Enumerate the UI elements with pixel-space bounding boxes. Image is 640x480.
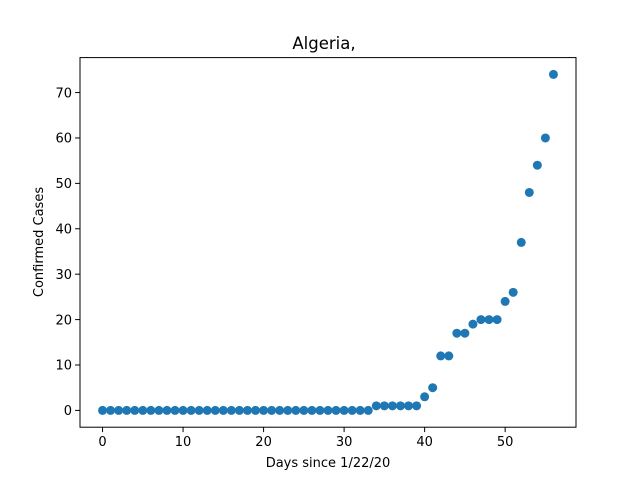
data-point xyxy=(500,296,510,306)
data-point xyxy=(251,405,261,415)
data-point xyxy=(452,328,462,338)
data-point xyxy=(355,405,365,415)
data-point xyxy=(218,405,228,415)
data-point xyxy=(492,315,502,325)
data-points xyxy=(98,69,558,415)
y-tick-label: 30 xyxy=(55,268,72,283)
data-point xyxy=(323,405,333,415)
data-point xyxy=(283,405,293,415)
data-point xyxy=(548,69,558,79)
x-tick-label: 50 xyxy=(497,435,514,450)
x-axis-label: Days since 1/22/20 xyxy=(266,456,391,471)
data-point xyxy=(460,328,470,338)
y-tick-label: 40 xyxy=(55,222,72,237)
data-point xyxy=(291,405,301,415)
data-point xyxy=(420,392,430,402)
data-point xyxy=(299,405,309,415)
data-point xyxy=(339,405,349,415)
data-point xyxy=(267,405,277,415)
data-point xyxy=(532,160,542,170)
data-point xyxy=(516,237,526,247)
data-point xyxy=(436,351,446,361)
y-tick-label: 70 xyxy=(55,86,72,101)
data-point xyxy=(138,405,148,415)
x-tick-label: 30 xyxy=(336,435,353,450)
data-point xyxy=(371,401,381,411)
data-point xyxy=(444,351,454,361)
data-point xyxy=(106,405,116,415)
axis-ticks: 0 10 20 30 40 50 0 10 20 30 40 50 60 70 xyxy=(55,86,513,450)
data-point xyxy=(524,187,534,197)
data-point xyxy=(379,401,389,411)
data-point xyxy=(540,133,550,143)
data-point xyxy=(259,405,269,415)
data-point xyxy=(331,405,341,415)
data-point xyxy=(234,405,244,415)
data-point xyxy=(170,405,180,415)
data-point xyxy=(130,405,140,415)
data-point xyxy=(412,401,422,411)
y-tick-label: 0 xyxy=(64,404,72,419)
data-point xyxy=(242,405,252,415)
plot-frame xyxy=(79,57,577,428)
data-point xyxy=(347,405,357,415)
y-tick-label: 20 xyxy=(55,313,72,328)
chart-title: Algeria, xyxy=(292,34,355,53)
y-tick-label: 50 xyxy=(55,177,72,192)
data-point xyxy=(98,405,108,415)
data-point xyxy=(468,319,478,329)
x-tick-label: 20 xyxy=(255,435,272,450)
y-tick-label: 60 xyxy=(55,132,72,147)
data-point xyxy=(315,405,325,415)
y-axis-label: Confirmed Cases xyxy=(32,187,47,297)
data-point xyxy=(387,401,397,411)
data-point xyxy=(122,405,132,415)
x-tick-label: 0 xyxy=(98,435,106,450)
data-point xyxy=(154,405,164,415)
data-point xyxy=(178,405,188,415)
data-point xyxy=(363,405,373,415)
data-point xyxy=(484,315,494,325)
data-point xyxy=(307,405,317,415)
data-point xyxy=(202,405,212,415)
data-point xyxy=(508,287,518,297)
data-point xyxy=(395,401,405,411)
data-point xyxy=(194,405,204,415)
data-point xyxy=(186,405,196,415)
data-point xyxy=(428,383,438,393)
x-tick-label: 40 xyxy=(416,435,433,450)
data-point xyxy=(476,315,486,325)
data-point xyxy=(275,405,285,415)
data-point xyxy=(114,405,124,415)
data-point xyxy=(146,405,156,415)
data-point xyxy=(210,405,220,415)
x-tick-label: 10 xyxy=(175,435,192,450)
data-point xyxy=(226,405,236,415)
y-tick-label: 10 xyxy=(55,359,72,374)
data-point xyxy=(162,405,172,415)
data-point xyxy=(404,401,414,411)
